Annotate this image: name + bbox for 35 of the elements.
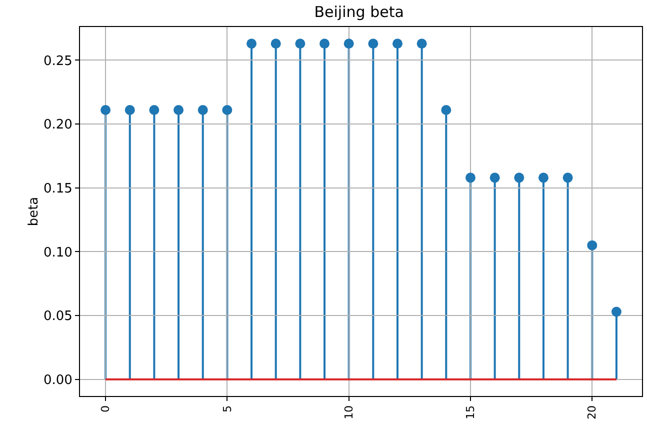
y-tick-label: 0.15 bbox=[43, 181, 72, 196]
point bbox=[174, 104, 184, 115]
point bbox=[538, 172, 548, 183]
chart-title: Beijing beta bbox=[314, 2, 404, 21]
point bbox=[320, 38, 330, 49]
y-axis-title: beta bbox=[26, 196, 42, 226]
point bbox=[514, 172, 524, 183]
point bbox=[100, 104, 111, 115]
point bbox=[441, 104, 452, 115]
y-tick-label: 0.20 bbox=[43, 118, 72, 133]
point bbox=[246, 38, 257, 49]
point bbox=[222, 104, 232, 115]
y-tick-label: 0.25 bbox=[43, 54, 72, 69]
point bbox=[368, 38, 378, 49]
point bbox=[611, 306, 622, 317]
point bbox=[416, 38, 427, 49]
x-tick-label: 10 bbox=[342, 405, 356, 420]
point bbox=[562, 172, 573, 183]
point bbox=[295, 38, 306, 49]
point bbox=[198, 104, 208, 115]
y-tick-label: 0.00 bbox=[43, 372, 72, 388]
x-tick-label: 15 bbox=[464, 405, 478, 420]
point bbox=[149, 104, 160, 115]
x-tick-label: 20 bbox=[586, 405, 599, 420]
point bbox=[392, 38, 402, 49]
x-tick-label: 0 bbox=[99, 405, 112, 412]
point bbox=[587, 240, 598, 250]
point bbox=[344, 38, 354, 49]
x-tick-label: 5 bbox=[220, 405, 234, 412]
y-tick-label: 0.05 bbox=[43, 309, 72, 324]
point bbox=[490, 172, 500, 183]
point bbox=[465, 172, 476, 183]
point bbox=[124, 104, 135, 115]
y-tick-label: 0.10 bbox=[43, 245, 72, 260]
point bbox=[270, 38, 281, 49]
